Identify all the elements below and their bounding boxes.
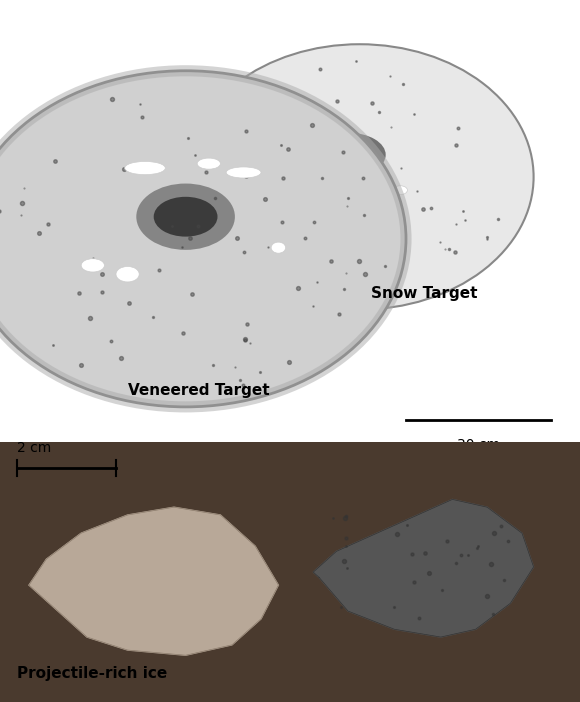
Text: Snow Target: Snow Target (371, 286, 478, 300)
Ellipse shape (136, 183, 235, 250)
Ellipse shape (226, 167, 261, 178)
Ellipse shape (154, 197, 218, 237)
Ellipse shape (116, 267, 139, 282)
Ellipse shape (393, 186, 407, 194)
Ellipse shape (271, 242, 285, 253)
Ellipse shape (320, 191, 330, 198)
Ellipse shape (354, 194, 377, 204)
Circle shape (186, 44, 534, 310)
Circle shape (0, 71, 406, 407)
Ellipse shape (125, 161, 165, 175)
Polygon shape (313, 499, 534, 637)
Text: Veneered Target: Veneered Target (128, 383, 269, 398)
Polygon shape (29, 507, 278, 655)
Text: 30 cm: 30 cm (457, 438, 500, 452)
Ellipse shape (310, 133, 386, 177)
Text: Projectile-rich ice: Projectile-rich ice (17, 666, 168, 681)
Ellipse shape (322, 139, 374, 171)
Ellipse shape (197, 158, 220, 169)
Ellipse shape (81, 259, 104, 272)
Text: 2 cm: 2 cm (17, 442, 52, 455)
